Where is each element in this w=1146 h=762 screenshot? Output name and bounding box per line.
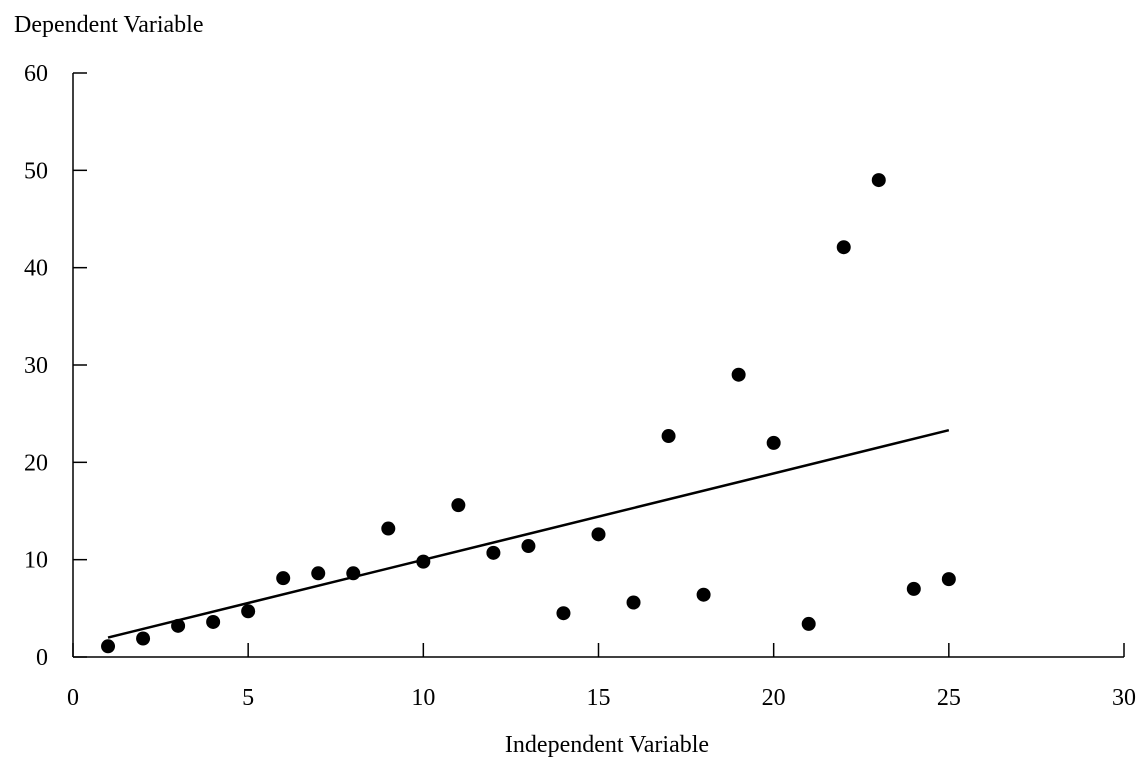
x-tick-label: 15 [587,685,611,711]
data-point [801,616,816,631]
data-point [836,240,851,255]
data-point [101,639,116,654]
x-axis-title: Independent Variable [505,732,709,758]
y-tick-label: 50 [24,158,48,184]
data-point [171,618,186,633]
data-point [941,572,956,587]
x-tick-label: 5 [242,685,254,711]
y-tick-label: 40 [24,256,48,282]
data-point [696,587,711,602]
data-point [276,571,291,586]
data-point [346,566,361,581]
x-tick-label: 10 [411,685,435,711]
trend-line-group [107,428,950,639]
trend-line [107,428,950,639]
y-tick-label: 10 [24,548,48,574]
y-axis-title: Dependent Variable [14,12,203,38]
x-tick-label: 25 [937,685,961,711]
data-point [136,631,151,646]
data-point [311,566,326,581]
data-point [556,606,571,621]
tick-labels: 0 10 20 30 40 50 60 0 5 10 15 20 25 30 [24,61,1136,711]
x-tick-label: 0 [67,685,79,711]
data-point [871,173,886,188]
y-tick-label: 30 [24,353,48,379]
data-point [626,595,641,610]
data-point [591,527,606,542]
data-point [766,435,781,450]
data-point [486,545,501,560]
data-point [206,614,221,629]
data-point [416,554,431,569]
data-point [906,581,921,596]
data-point [381,521,396,536]
y-tick-label: 60 [24,61,48,87]
data-point [731,367,746,382]
axes [72,72,1125,658]
data-point [241,604,256,619]
x-tick-label: 30 [1112,685,1136,711]
data-point [451,498,466,513]
data-points [101,173,956,654]
x-tick-label: 20 [762,685,786,711]
data-point [521,539,536,554]
data-point [661,429,676,444]
y-tick-label: 0 [36,645,48,671]
y-tick-label: 20 [24,450,48,476]
